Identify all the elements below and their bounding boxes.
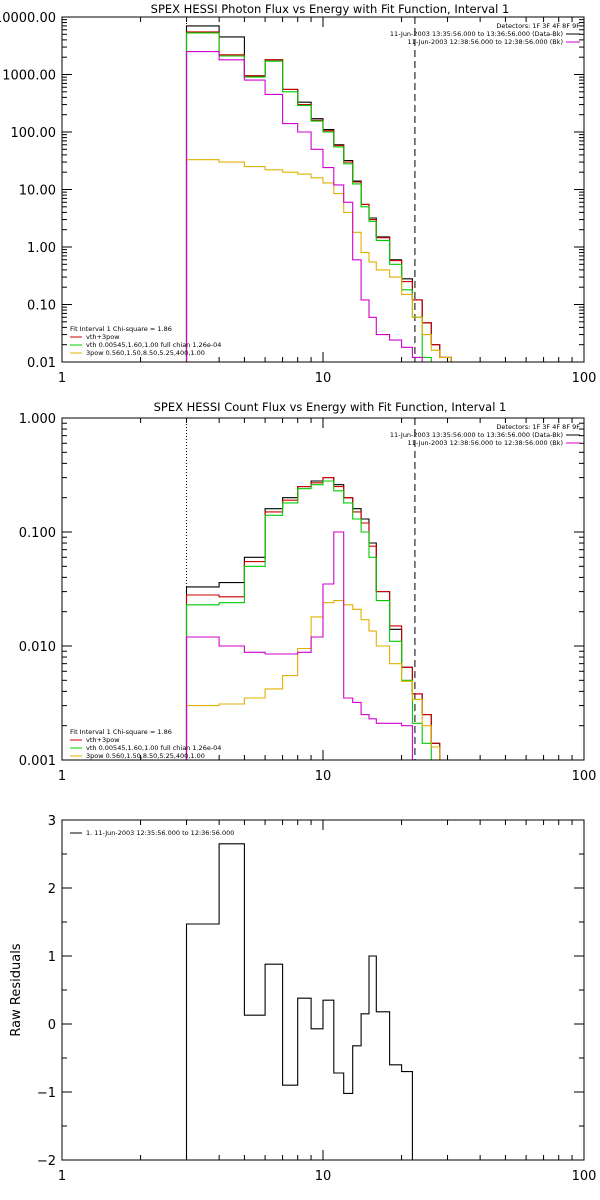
photon-title: SPEX HESSI Photon Flux vs Energy with Fi…	[151, 2, 510, 16]
y-tick-label: 10000.00	[0, 11, 56, 26]
count-flux-panel: SPEX HESSI Count Flux vs Energy with Fit…	[19, 400, 597, 784]
x-tick-label: 10	[315, 769, 332, 784]
resid-series-line-0	[185, 843, 413, 1160]
photon-info-bk-interval: 11-Jun-2003 12:38:56.000 to 12:38:56.000…	[408, 38, 563, 46]
photon-legend-vth-3pow: vth+3pow	[86, 333, 120, 341]
photon-flux-panel: SPEX HESSI Photon Flux vs Energy with Fi…	[0, 2, 596, 386]
count-info-box: Detectors: 1F 3F 4F 8F 9F 11-Jun-2003 13…	[390, 423, 580, 447]
count-legend-3pow: 3pow 0.560,1.50,8.50,5.25,400,1.00	[86, 752, 205, 760]
residuals-ylabel: Raw Residuals	[9, 943, 24, 1036]
photon-series-line-4	[185, 51, 423, 362]
y-tick-label: 1	[48, 950, 56, 965]
y-tick-label: 2	[48, 882, 56, 897]
count-legend-header: Fit Interval 1 Chi-square = 1.86	[70, 728, 172, 736]
photon-legend: Fit Interval 1 Chi-square = 1.86 vth+3po…	[70, 325, 221, 357]
count-series-line-1	[185, 477, 452, 761]
count-info-bk-interval: 11-Jun-2003 12:38:56.000 to 12:38:56.000…	[408, 439, 563, 447]
count-legend-vth-3pow: vth+3pow	[86, 736, 120, 744]
x-tick-label: 100	[572, 371, 597, 386]
photon-series-line-0	[185, 25, 452, 362]
photon-info-box: Detectors: 1F 3F 4F 8F 9F 11-Jun-2003 13…	[390, 22, 580, 46]
photon-series-line-1	[185, 31, 452, 362]
x-tick-label: 10	[315, 371, 332, 386]
y-tick-label: 0	[48, 1018, 56, 1033]
y-tick-label: −1	[37, 1086, 56, 1101]
photon-info-data-interval: 11-Jun-2003 13:35:56.000 to 13:36:56.000…	[390, 30, 563, 38]
y-tick-label: 100.00	[11, 126, 57, 141]
photon-series-line-2	[185, 32, 432, 362]
x-tick-label: 100	[572, 769, 597, 784]
y-tick-label: 0.10	[27, 299, 56, 314]
count-series-line-3	[185, 600, 452, 761]
count-info-data-interval: 11-Jun-2003 13:35:56.000 to 13:36:56.000…	[390, 431, 563, 439]
photon-series-line-3	[185, 159, 452, 362]
photon-legend-header: Fit Interval 1 Chi-square = 1.86	[70, 325, 172, 333]
y-tick-label: 0.100	[19, 526, 56, 541]
y-tick-label: −2	[37, 1154, 56, 1169]
count-series-line-4	[185, 531, 413, 760]
count-title: SPEX HESSI Count Flux vs Energy with Fit…	[154, 400, 507, 414]
y-tick-label: 0.010	[19, 640, 56, 655]
residuals-legend: 1. 11-Jun-2003 12:35:56.000 to 12:36:56.…	[70, 829, 234, 837]
y-tick-label: 1.000	[19, 412, 56, 427]
y-tick-label: 3	[48, 814, 56, 829]
photon-legend-3pow: 3pow 0.560,1.50,8.50,5.25,400,1.00	[86, 349, 205, 357]
count-plot-area: 1 10 100 1.000 0.100 0.010 0.001	[19, 412, 597, 784]
x-tick-label: 1	[58, 769, 66, 784]
count-legend: Fit Interval 1 Chi-square = 1.86 vth+3po…	[70, 728, 221, 760]
count-legend-vth: vth 0.00545,1.60,1.00 full chian 1.26e-0…	[86, 744, 221, 752]
y-tick-label: 0.001	[19, 754, 56, 769]
residuals-legend-label: 1. 11-Jun-2003 12:35:56.000 to 12:36:56.…	[86, 829, 234, 837]
count-series-line-2	[185, 480, 440, 761]
photon-axes-frame	[61, 16, 585, 363]
x-tick-label: 1	[58, 1169, 66, 1184]
photon-info-detectors: Detectors: 1F 3F 4F 8F 9F	[496, 22, 580, 30]
y-tick-label: 10.00	[19, 184, 56, 199]
x-tick-label: 100	[572, 1169, 597, 1184]
photon-legend-vth: vth 0.00545,1.60,1.00 full chian 1.26e-0…	[86, 341, 221, 349]
y-tick-label: 1.00	[27, 241, 56, 256]
y-tick-label: 1000.00	[2, 69, 56, 84]
x-tick-label: 1	[58, 371, 66, 386]
photon-plot-area: 1 10 100 10000.00 1000.00 100.00 10.00 1.00 0.10…	[0, 11, 596, 386]
count-info-detectors: Detectors: 1F 3F 4F 8F 9F	[496, 423, 580, 431]
residuals-axes-frame	[61, 819, 585, 1161]
count-series-line-0	[185, 477, 452, 761]
x-tick-label: 10	[315, 1169, 332, 1184]
count-axes-frame	[61, 417, 585, 761]
y-tick-label: 0.01	[27, 356, 56, 371]
